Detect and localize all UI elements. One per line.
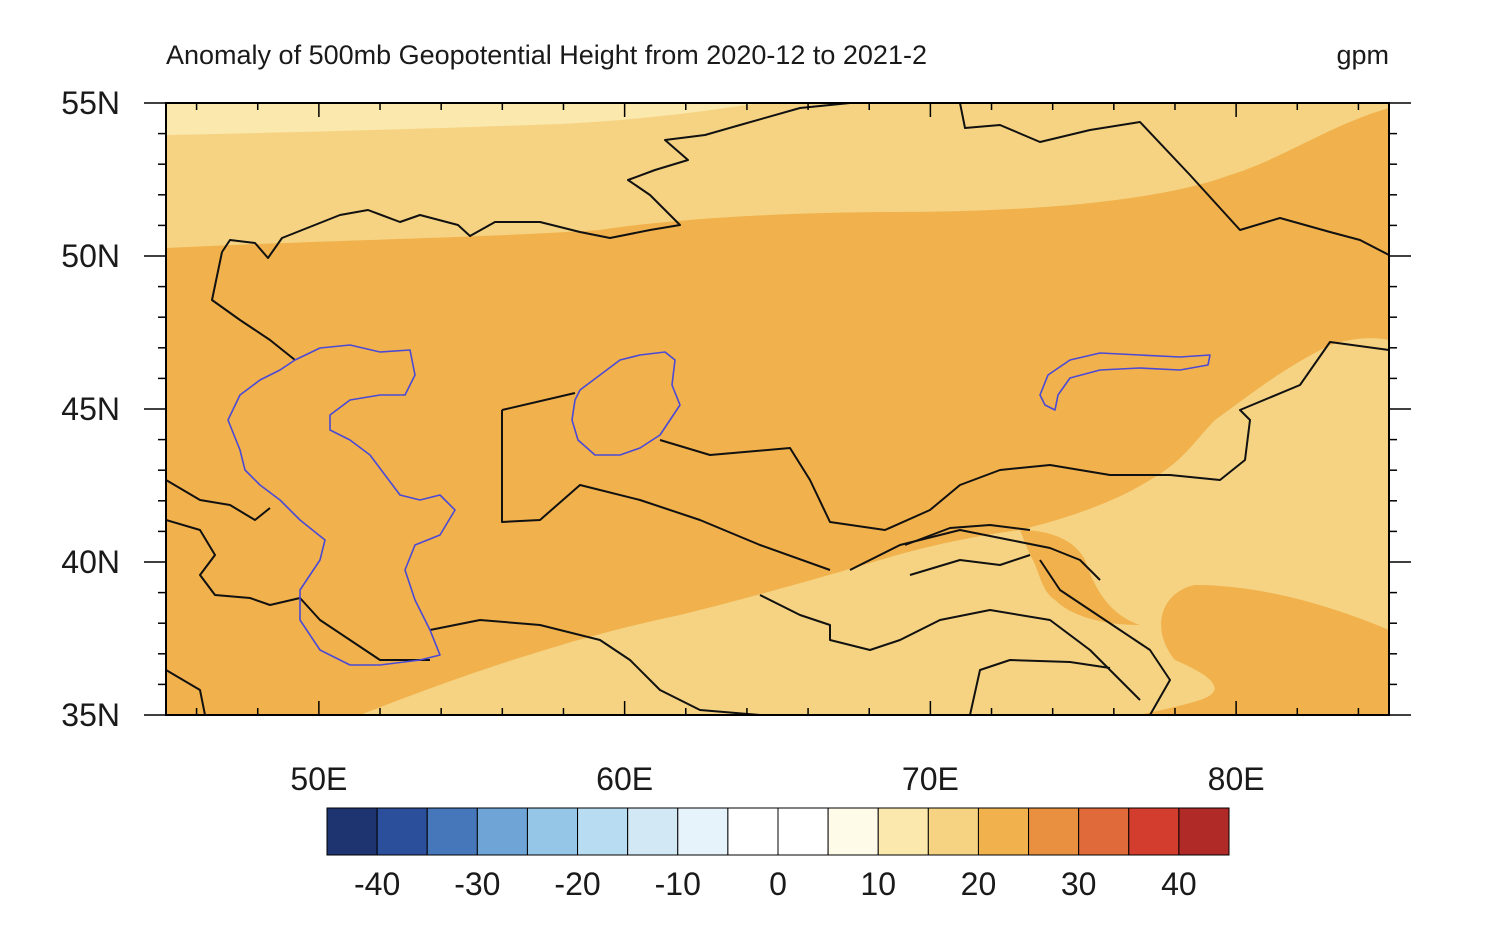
colorbar — [326, 807, 1230, 856]
lake-balkhash-outline — [1039, 352, 1211, 411]
colorbar-swatch — [927, 807, 979, 856]
colorbar-swatch — [777, 807, 829, 856]
colorbar-swatch — [1078, 807, 1130, 856]
anomaly-band-20-25-tongue — [1020, 530, 1140, 625]
map-title: Anomaly of 500mb Geopotential Height fro… — [166, 40, 927, 70]
latitude-labels: 35N 40N 45N 50N 55N — [61, 85, 120, 733]
anomaly-field — [166, 103, 1389, 715]
russia-kazakhstan-border-east — [959, 103, 1389, 256]
colorbar-swatch — [1028, 807, 1080, 856]
colorbar-swatch — [1178, 807, 1230, 856]
latitude-label: 55N — [61, 85, 120, 121]
caucasus-borders — [166, 479, 301, 715]
latitude-label: 35N — [61, 697, 120, 733]
colorbar-swatch — [326, 807, 378, 856]
colorbar-label: 30 — [1061, 866, 1097, 902]
water-bodies — [227, 344, 1211, 666]
anomaly-band-15-20-north — [166, 103, 1389, 248]
russia-kazakhstan-border — [221, 103, 861, 259]
colorbar-label: -10 — [655, 866, 701, 902]
colorbar-label: -40 — [354, 866, 400, 902]
colorbar-swatch — [877, 807, 929, 856]
longitude-label: 70E — [902, 761, 959, 797]
colorbar-label: 20 — [961, 866, 997, 902]
colorbar-swatch — [476, 807, 528, 856]
colorbar-swatch — [526, 807, 579, 856]
uzbek-tajik-borders — [759, 594, 1141, 701]
caspian-sea-outline — [227, 344, 456, 666]
aral-sea-outline — [571, 351, 681, 456]
latitude-label: 50N — [61, 238, 120, 274]
colorbar-swatch — [627, 807, 679, 856]
colorbar-label: -30 — [454, 866, 500, 902]
china-west-border — [1039, 559, 1171, 715]
ferghana-borders — [904, 524, 1031, 576]
colorbar-swatch — [727, 807, 779, 856]
anomaly-band-10-15-north — [166, 103, 760, 135]
units-label: gpm — [1336, 40, 1389, 70]
colorbar-swatch — [577, 807, 629, 856]
kazakhstan-south-border — [501, 341, 1389, 531]
kyrgyz-tajik-border — [849, 529, 1101, 581]
colorbar-swatch — [376, 807, 428, 856]
colorbar-label: -20 — [554, 866, 600, 902]
colorbar-labels: -40 -30 -20 -10 0 10 20 30 40 — [354, 866, 1197, 902]
colorbar-swatch — [1128, 807, 1180, 856]
colorbar-swatch — [977, 807, 1030, 856]
kazakhstan-uzbekistan-border — [501, 410, 831, 571]
colorbar-label: 10 — [860, 866, 896, 902]
anomaly-band-15-20-southeast — [166, 338, 1389, 715]
colorbar-swatch — [827, 807, 879, 856]
latitude-label: 45N — [61, 391, 120, 427]
colorbar-swatch — [426, 807, 478, 856]
colorbar-swatch — [677, 807, 729, 856]
longitude-labels: 50E 60E 70E 80E — [290, 761, 1264, 797]
turkmenistan-south-border — [429, 619, 761, 715]
longitude-label: 60E — [596, 761, 653, 797]
colorbar-label: 40 — [1161, 866, 1197, 902]
latitude-label: 40N — [61, 544, 120, 580]
country-borders — [166, 103, 1389, 715]
colorbar-label: 0 — [769, 866, 787, 902]
longitude-label: 80E — [1208, 761, 1265, 797]
longitude-label: 50E — [290, 761, 347, 797]
iran-north-border — [299, 597, 430, 661]
afghan-pak-border — [969, 659, 1111, 715]
axis-ticks — [144, 102, 1411, 716]
kazakhstan-west-coast — [211, 251, 296, 361]
